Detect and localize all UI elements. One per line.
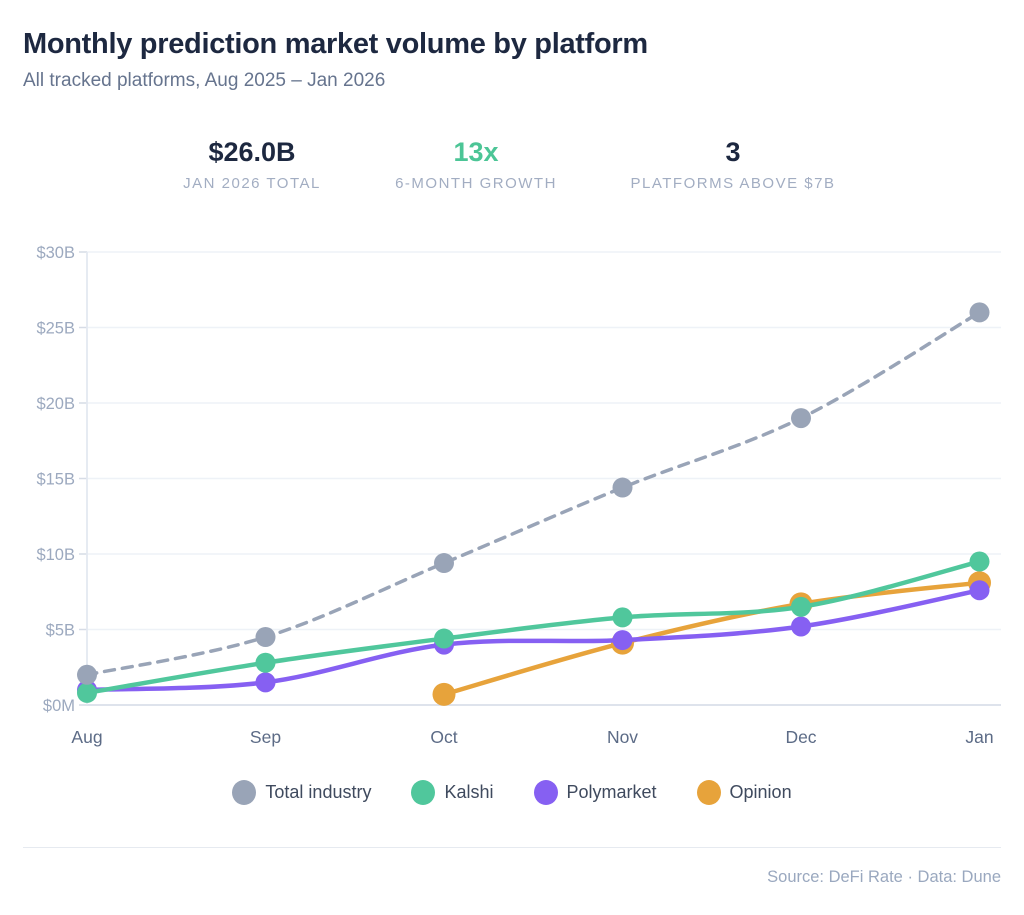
stat-platforms-above: 3 PLATFORMS ABOVE $7B xyxy=(630,137,836,192)
y-tick-label: $20B xyxy=(36,395,75,413)
legend-label: Polymarket xyxy=(566,782,657,802)
data-point-total-industry xyxy=(791,408,811,429)
stat-value: 3 xyxy=(725,137,741,167)
series-line-opinion xyxy=(441,580,982,697)
legend-item-polymarket[interactable]: Polymarket xyxy=(533,780,657,805)
data-point-total-industry xyxy=(77,664,97,685)
series-line-total-industry xyxy=(85,310,982,677)
chart-legend: Total industry Kalshi Polymarket Opinion xyxy=(0,780,1024,805)
data-point-polymarket xyxy=(255,672,276,693)
data-point-kalshi xyxy=(612,607,633,628)
x-tick-label: Dec xyxy=(785,727,816,747)
legend-item-total-industry[interactable]: Total industry xyxy=(232,780,371,805)
x-tick-label: Jan xyxy=(965,727,993,747)
x-tick-label: Aug xyxy=(71,727,102,747)
stat-label: 6-MONTH GROWTH xyxy=(395,174,557,192)
total-industry-swatch-icon xyxy=(232,780,257,805)
data-point-polymarket xyxy=(791,616,811,637)
x-tick-label: Sep xyxy=(250,727,281,747)
stat-value: 13x xyxy=(453,137,499,167)
y-tick-label: $15B xyxy=(36,471,75,489)
data-point-polymarket xyxy=(969,580,990,601)
polymarket-swatch-icon xyxy=(533,780,558,805)
source-attribution: Source: DeFi Rate · Data: Dune xyxy=(767,868,1001,886)
legend-label: Kalshi xyxy=(444,782,494,802)
opinion-swatch-icon xyxy=(696,780,721,805)
y-tick-label: $10B xyxy=(36,546,75,564)
page-title: Monthly prediction market volume by plat… xyxy=(23,28,648,60)
legend-label: Opinion xyxy=(729,782,792,802)
data-point-kalshi xyxy=(77,682,97,703)
legend-label: Total industry xyxy=(265,782,372,802)
y-tick-label: $0M xyxy=(43,697,75,715)
data-point-kalshi xyxy=(255,652,276,673)
kalshi-swatch-icon xyxy=(411,780,436,805)
footer-divider xyxy=(23,847,1001,848)
y-tick-label: $30B xyxy=(36,244,75,262)
series-line-kalshi xyxy=(84,559,982,696)
stat-label: JAN 2026 TOTAL xyxy=(183,174,321,192)
stat-label: PLATFORMS ABOVE $7B xyxy=(630,174,836,192)
legend-item-kalshi[interactable]: Kalshi xyxy=(411,780,494,805)
stat-growth: 13x 6-MONTH GROWTH xyxy=(395,137,557,192)
data-point-opinion xyxy=(432,682,456,706)
series-line-polymarket xyxy=(84,587,982,693)
x-tick-label: Oct xyxy=(430,727,457,747)
data-point-kalshi xyxy=(791,596,811,617)
x-tick-label: Nov xyxy=(607,727,638,747)
stats-row: $26.0B JAN 2026 TOTAL 13x 6-MONTH GROWTH… xyxy=(0,137,1024,200)
data-point-total-industry xyxy=(612,477,633,498)
stat-jan-total: $26.0B JAN 2026 TOTAL xyxy=(183,137,321,192)
legend-item-opinion[interactable]: Opinion xyxy=(696,780,792,805)
data-point-polymarket xyxy=(612,630,633,651)
y-tick-label: $5B xyxy=(46,622,75,640)
stat-value: $26.0B xyxy=(208,137,296,167)
data-point-kalshi xyxy=(434,628,454,649)
data-point-kalshi xyxy=(969,551,990,572)
data-point-total-industry xyxy=(434,553,454,574)
page-subtitle: All tracked platforms, Aug 2025 – Jan 20… xyxy=(23,70,386,91)
y-tick-label: $25B xyxy=(36,320,75,338)
data-point-total-industry xyxy=(969,302,990,323)
data-point-total-industry xyxy=(255,627,276,648)
